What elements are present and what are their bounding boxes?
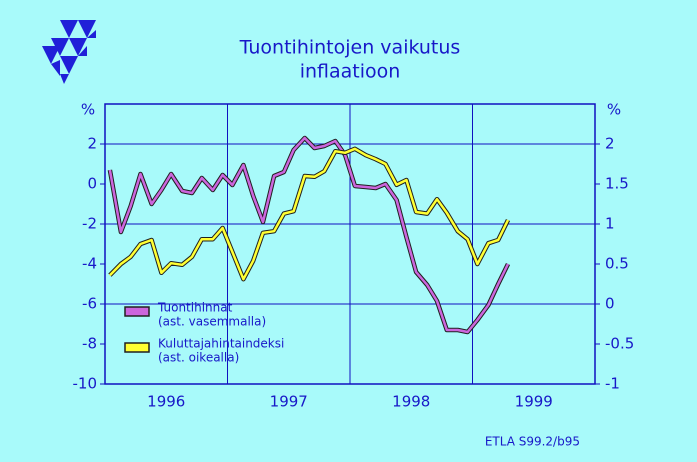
y-tick-label: -6 xyxy=(82,295,97,313)
y2-tick-label: 0 xyxy=(605,295,615,313)
x-tick-label: 1996 xyxy=(147,393,185,411)
y2-tick-label: 0.5 xyxy=(605,255,629,273)
legend-swatch xyxy=(124,306,150,317)
chart-title: inflaatioon xyxy=(300,61,401,83)
legend-note: (ast. vasemmalla) xyxy=(158,315,266,329)
y2-tick-label: 1 xyxy=(605,215,615,233)
legend-note: (ast. oikealla) xyxy=(158,351,239,365)
logo xyxy=(42,20,96,84)
y2-tick-label: 2 xyxy=(605,135,615,153)
y-tick-label: -4 xyxy=(82,255,97,273)
legend-label: Kuluttajahintaindeksi xyxy=(158,337,284,351)
y2-axis-label: % xyxy=(607,101,621,119)
y-tick-label: -10 xyxy=(73,375,98,393)
chart-title: Tuontihintojen vaikutus xyxy=(239,37,461,59)
legend-label: Tuontihinnat xyxy=(157,301,233,315)
series-line xyxy=(108,136,510,334)
plot-frame xyxy=(104,103,596,385)
y-tick-label: 0 xyxy=(87,175,97,193)
y-tick-label: -2 xyxy=(82,215,97,233)
legend-swatch xyxy=(124,342,150,353)
y2-tick-label: -0.5 xyxy=(605,335,634,353)
y-tick-label: 2 xyxy=(87,135,97,153)
x-tick-label: 1999 xyxy=(515,393,553,411)
x-tick-label: 1997 xyxy=(270,393,308,411)
y2-tick-label: 1.5 xyxy=(605,175,629,193)
x-tick-label: 1998 xyxy=(392,393,430,411)
y2-tick-label: -1 xyxy=(605,375,620,393)
series-line xyxy=(109,147,510,281)
y-tick-label: -8 xyxy=(82,335,97,353)
y-axis-label: % xyxy=(81,101,95,119)
source: ETLA S99.2/b95 xyxy=(485,435,580,449)
